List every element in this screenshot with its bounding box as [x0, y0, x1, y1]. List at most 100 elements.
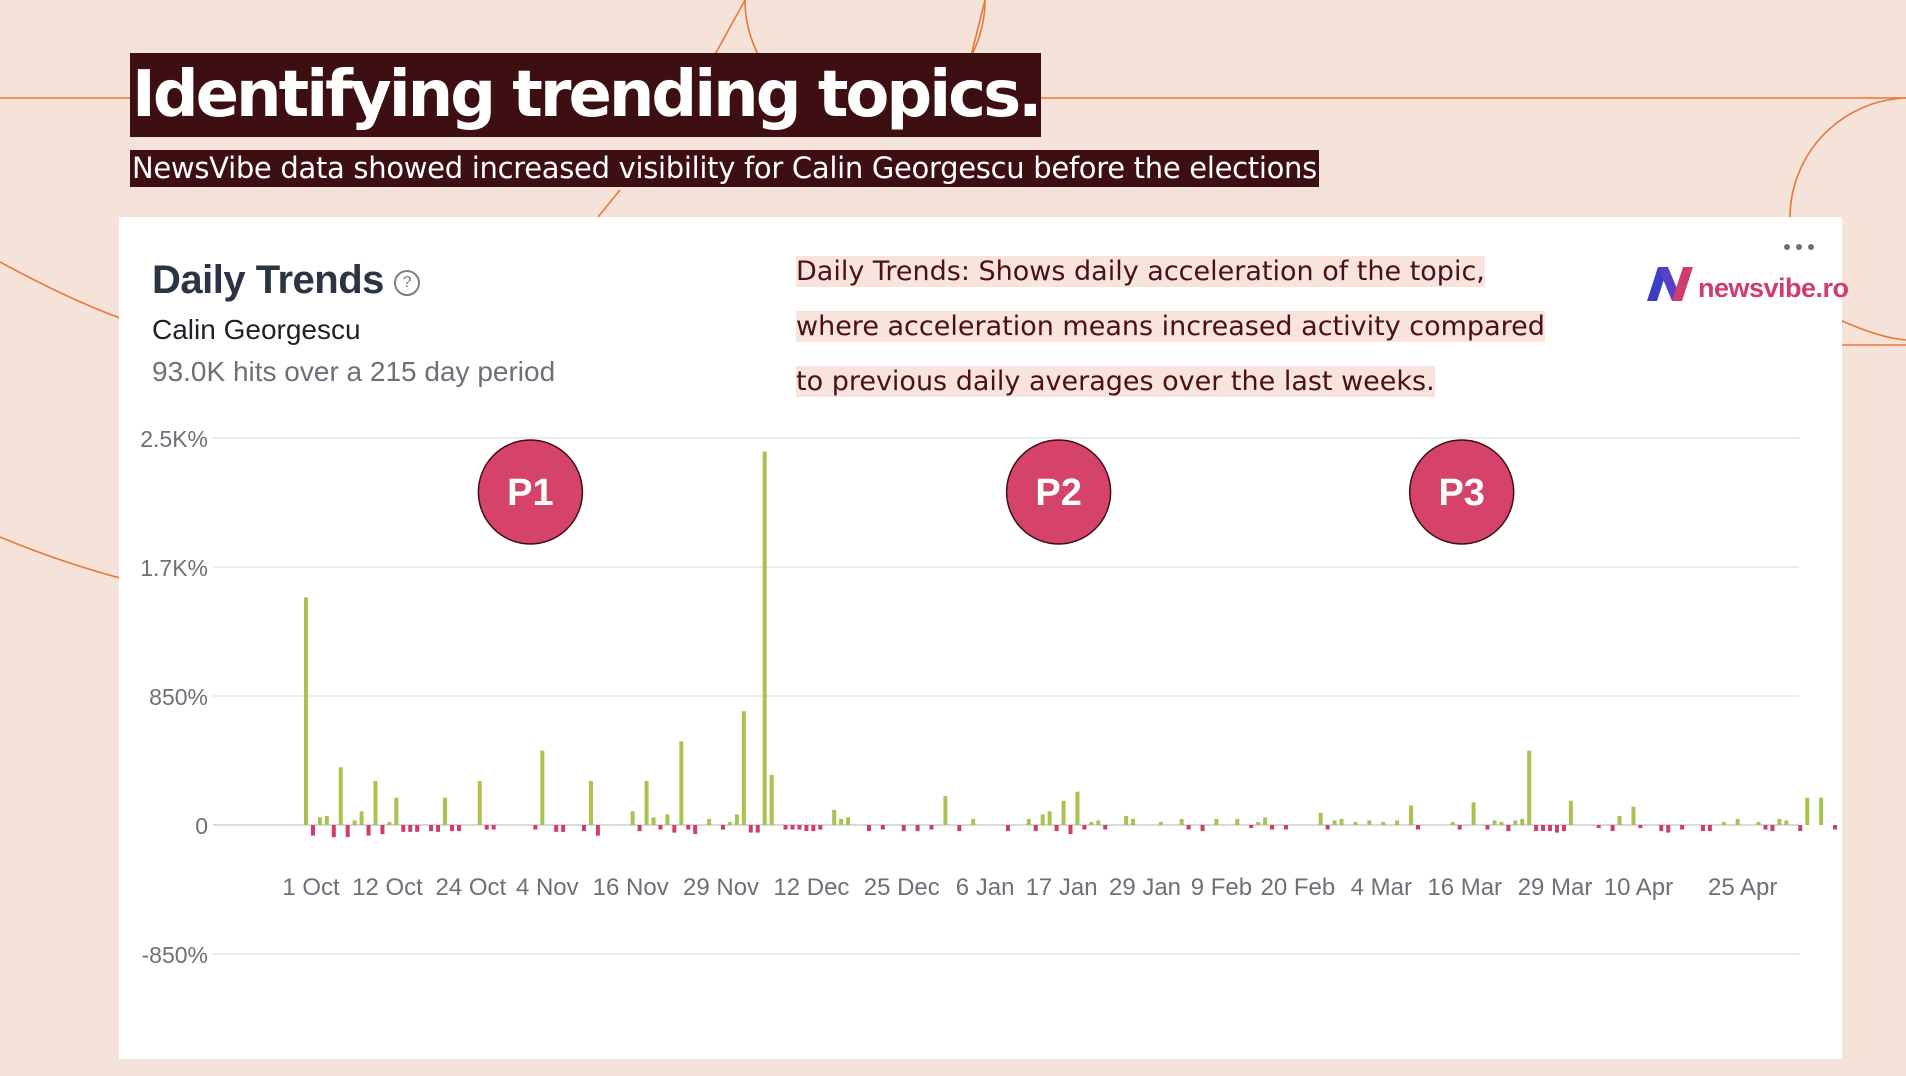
- bar: [693, 825, 698, 835]
- chart-card: Daily Trends? Calin Georgescu 93.0K hits…: [119, 217, 1849, 1059]
- bar: [380, 825, 385, 835]
- bar: [1527, 750, 1532, 825]
- bar: [901, 825, 906, 832]
- bar: [1756, 821, 1761, 825]
- bar: [561, 825, 566, 832]
- bar: [1471, 802, 1476, 825]
- bar: [1499, 821, 1504, 825]
- bar: [554, 825, 559, 832]
- bar: [1416, 825, 1420, 830]
- bar: [783, 825, 788, 830]
- slide-title: Identifying trending topics.: [130, 53, 1042, 137]
- bar: [491, 825, 496, 830]
- x-tick-label: 24 Oct: [435, 874, 506, 901]
- bar: [1520, 818, 1525, 825]
- bar: [456, 825, 461, 832]
- bar: [1318, 812, 1323, 825]
- bar: [1332, 820, 1337, 825]
- hits-summary: 93.0K hits over a 215 day period: [152, 356, 556, 387]
- bar: [304, 597, 308, 825]
- y-tick-label: 850%: [149, 684, 208, 710]
- bar: [1367, 820, 1372, 825]
- bar: [672, 825, 677, 833]
- bar: [637, 825, 642, 832]
- ellipsis-icon[interactable]: [1782, 229, 1816, 257]
- bar: [1457, 825, 1462, 830]
- bar: [1534, 825, 1539, 832]
- bar: [1631, 806, 1636, 825]
- bar: [588, 780, 593, 825]
- bar: [359, 811, 364, 825]
- bar: [1075, 791, 1080, 825]
- bar: [929, 825, 934, 830]
- bar: [957, 825, 962, 832]
- decor-arc: [0, 536, 121, 579]
- bar: [839, 818, 844, 825]
- bar: [658, 825, 663, 830]
- bar: [1798, 825, 1803, 832]
- bar: [317, 817, 322, 825]
- bar: [1784, 820, 1789, 825]
- bar: [1096, 820, 1101, 825]
- y-tick-label: 2.5K%: [140, 426, 208, 452]
- card-title: Daily Trends?: [152, 257, 420, 303]
- bar: [727, 821, 732, 825]
- newsvibe-logo: newsvibe.ro: [1644, 261, 1849, 309]
- bar: [443, 797, 447, 825]
- x-tick-label: 4 Mar: [1351, 874, 1412, 901]
- bar: [394, 797, 399, 825]
- x-tick-label: 9 Feb: [1191, 874, 1252, 901]
- x-tick-label: 25 Apr: [1708, 874, 1777, 901]
- x-tick-label: 17 Jan: [1026, 874, 1098, 901]
- bar: [310, 825, 315, 836]
- period-marker-label: P1: [507, 472, 553, 514]
- bar: [1186, 825, 1191, 830]
- bar: [651, 817, 656, 825]
- bar: [1395, 820, 1400, 825]
- bar: [484, 825, 489, 830]
- period-marker-label: P2: [1035, 472, 1081, 514]
- bar: [769, 774, 774, 825]
- bar: [665, 814, 670, 825]
- bar: [1026, 818, 1031, 825]
- bar: [1047, 811, 1052, 825]
- bar: [1409, 805, 1414, 825]
- decor-arc: [597, 189, 621, 218]
- bar: [408, 825, 413, 832]
- bar: [595, 825, 600, 836]
- bar: [1833, 825, 1837, 830]
- period-marker: [477, 439, 584, 545]
- bar: [1777, 818, 1782, 825]
- bar: [1770, 825, 1775, 832]
- bar: [1610, 825, 1615, 832]
- slide-subtitle: NewsVibe data showed increased visibilit…: [130, 150, 1319, 187]
- y-tick-label: 0: [195, 813, 208, 839]
- question-circle-icon[interactable]: ?: [393, 270, 420, 296]
- x-tick-label: 29 Jan: [1109, 874, 1181, 901]
- bar: [1735, 818, 1740, 825]
- x-tick-label: 29 Mar: [1518, 874, 1593, 901]
- bar: [1103, 825, 1108, 830]
- bar: [1819, 797, 1824, 825]
- bar: [915, 825, 920, 832]
- x-tick-label: 10 Apr: [1604, 874, 1673, 901]
- bar: [1235, 818, 1240, 825]
- x-tick-label: 6 Jan: [956, 874, 1015, 901]
- bar: [1214, 818, 1219, 825]
- bar: [1068, 825, 1073, 835]
- x-tick-label: 25 Dec: [864, 874, 940, 901]
- bar: [748, 825, 753, 833]
- x-tick-label: 1 Oct: [282, 874, 340, 901]
- bar: [345, 825, 350, 838]
- bar: [1680, 825, 1685, 830]
- bar: [721, 825, 725, 830]
- x-tick-label: 4 Nov: [516, 874, 579, 901]
- bar: [804, 825, 809, 832]
- bar: [1492, 820, 1497, 825]
- bar: [741, 711, 746, 825]
- bar: [1485, 825, 1490, 830]
- x-tick-label: 12 Oct: [352, 874, 423, 901]
- bar: [880, 825, 885, 830]
- bar: [1124, 815, 1129, 825]
- bar: [387, 821, 392, 825]
